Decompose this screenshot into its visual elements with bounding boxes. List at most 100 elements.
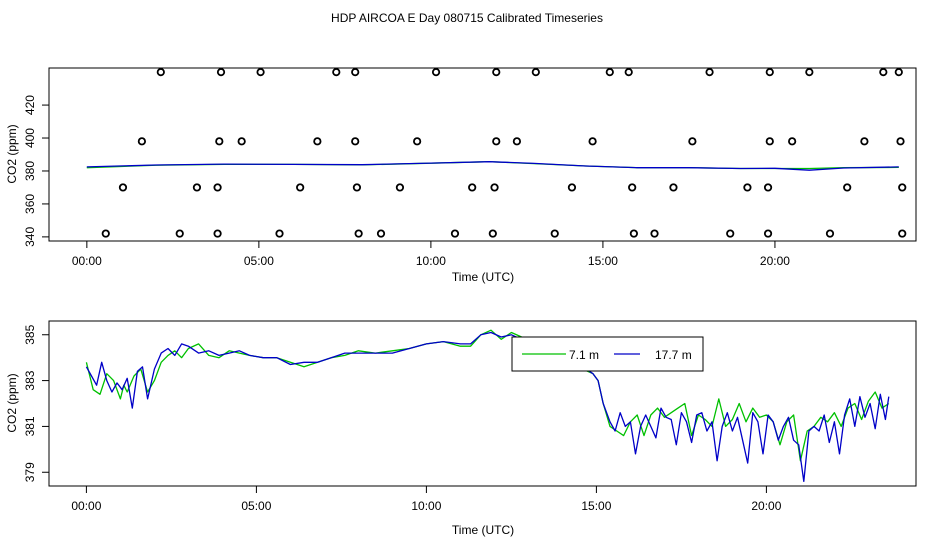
calibration-point xyxy=(354,229,363,238)
calibration-point xyxy=(860,137,869,146)
top-y-tick-label: 360 xyxy=(23,194,37,214)
calibration-point xyxy=(669,183,678,192)
calibration-point xyxy=(765,68,774,77)
calibration-point xyxy=(351,68,360,77)
top-series-7m-line xyxy=(86,161,899,170)
calibration-point xyxy=(137,137,146,146)
calibration-point xyxy=(296,183,305,192)
top-x-tick-label: 05:00 xyxy=(244,254,274,268)
top-y-tick-label: 380 xyxy=(23,161,37,181)
top-calibration-points xyxy=(101,68,907,238)
calibration-point xyxy=(237,137,246,146)
calibration-point xyxy=(896,137,905,146)
calibration-point xyxy=(763,183,773,192)
calibration-point xyxy=(450,229,460,238)
bottom-y-tick-label: 385 xyxy=(23,324,37,344)
calibration-point xyxy=(413,137,422,146)
bottom-x-tick-label: 00:00 xyxy=(71,499,101,513)
bottom-y-axis-label: CO2 (ppm) xyxy=(5,373,19,432)
calibration-point xyxy=(351,137,360,146)
top-x-axis-label: Time (UTC) xyxy=(452,270,514,284)
bottom-x-tick-label: 05:00 xyxy=(241,499,271,513)
top-series-lines xyxy=(86,161,899,171)
calibration-point xyxy=(650,229,659,238)
top-y-tick-label: 400 xyxy=(23,128,37,148)
calibration-point xyxy=(898,183,907,192)
chart-title: HDP AIRCOA E Day 080715 Calibrated Times… xyxy=(331,11,603,25)
top-y-axis: 340 360 380 400 420 xyxy=(23,95,50,247)
bottom-y-tick-label: 379 xyxy=(23,462,37,482)
top-x-axis: 00:00 05:00 10:00 15:00 20:00 xyxy=(72,240,790,268)
top-series-17m-line xyxy=(86,161,899,171)
calibration-point xyxy=(213,183,222,192)
calibration-point xyxy=(550,229,559,238)
calibration-point xyxy=(688,137,697,146)
top-panel: 00:00 05:00 10:00 15:00 20:00 340 360 380 400 42… xyxy=(5,67,917,284)
bottom-y-axis: 379 381 383 385 xyxy=(23,324,50,482)
bottom-y-tick-label: 383 xyxy=(23,370,37,390)
calibration-point xyxy=(275,229,284,238)
top-y-tick-label: 340 xyxy=(23,227,37,247)
calibration-point xyxy=(431,68,441,77)
bottom-series-lines xyxy=(85,329,890,483)
calibration-point xyxy=(763,229,773,238)
calibration-point xyxy=(898,229,907,238)
calibration-point xyxy=(216,68,226,77)
calibration-point xyxy=(175,229,184,238)
calibration-point xyxy=(213,229,222,238)
calibration-point xyxy=(726,229,735,238)
top-y-tick-label: 420 xyxy=(23,95,37,115)
calibration-point xyxy=(765,137,774,146)
legend: 7.1 m 17.7 m xyxy=(511,336,704,372)
calibration-point xyxy=(352,183,362,192)
top-x-tick-label: 15:00 xyxy=(588,254,618,268)
calibration-point xyxy=(894,68,903,77)
bottom-x-tick-label: 20:00 xyxy=(751,499,781,513)
legend-label-7m: 7.1 m xyxy=(569,348,599,362)
calibration-point xyxy=(825,229,835,238)
calibration-point xyxy=(588,137,597,146)
calibration-point xyxy=(101,229,110,238)
calibration-point xyxy=(624,68,633,77)
calibration-point xyxy=(743,183,752,192)
calibration-point xyxy=(492,137,501,146)
bottom-x-tick-label: 10:00 xyxy=(411,499,441,513)
calibration-point xyxy=(118,183,128,192)
calibration-point xyxy=(395,183,405,192)
top-x-tick-label: 00:00 xyxy=(72,254,102,268)
top-x-tick-label: 10:00 xyxy=(416,254,446,268)
calibration-point xyxy=(156,68,165,77)
calibration-point xyxy=(332,68,341,77)
calibration-point xyxy=(629,229,638,238)
bottom-y-tick-label: 381 xyxy=(23,416,37,436)
calibration-point xyxy=(567,183,577,192)
calibration-point xyxy=(468,183,477,192)
bottom-x-tick-label: 15:00 xyxy=(581,499,611,513)
legend-label-17m: 17.7 m xyxy=(655,348,692,362)
calibration-point xyxy=(705,68,714,77)
calibration-point xyxy=(488,229,497,238)
bottom-plot-frame xyxy=(48,320,917,487)
top-plot-frame xyxy=(48,67,917,242)
calibration-point xyxy=(490,183,499,192)
top-x-tick-label: 20:00 xyxy=(760,254,790,268)
bottom-x-axis: 00:00 05:00 10:00 15:00 20:00 xyxy=(71,485,782,513)
calibration-point xyxy=(843,183,852,192)
calibration-point xyxy=(531,68,540,77)
bottom-x-axis-label: Time (UTC) xyxy=(452,523,514,537)
calibration-point xyxy=(879,68,888,77)
calibration-point xyxy=(376,229,386,238)
calibration-point xyxy=(788,137,797,146)
calibration-point xyxy=(256,68,265,77)
bottom-series-17m-line xyxy=(85,331,890,483)
calibration-point xyxy=(605,68,614,77)
bottom-panel: 00:00 05:00 10:00 15:00 20:00 379 381 383 385 T… xyxy=(5,320,917,537)
top-y-axis-label: CO2 (ppm) xyxy=(5,124,19,183)
calibration-point xyxy=(492,68,501,77)
calibration-point xyxy=(805,68,814,77)
bottom-series-7m-line xyxy=(85,329,890,462)
calibration-point xyxy=(192,183,202,192)
calibration-point xyxy=(628,183,637,192)
calibration-point xyxy=(313,137,322,146)
